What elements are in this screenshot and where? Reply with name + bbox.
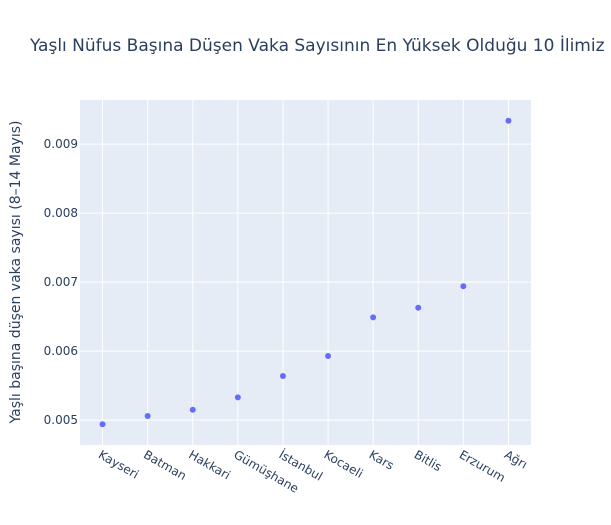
y-tick-label: 0.009 (44, 137, 78, 151)
x-tick-label: Kars (367, 447, 397, 472)
chart-title: Yaşlı Nüfus Başına Düşen Vaka Sayısının … (29, 35, 605, 56)
data-point[interactable] (234, 394, 241, 401)
data-points (99, 117, 512, 428)
y-axis-title: Yaşlı başına düşen vaka sayısı (8–14 May… (8, 121, 24, 425)
data-point[interactable] (370, 314, 377, 321)
plot-area (80, 100, 531, 445)
x-tick-label: Hakkari (186, 447, 233, 482)
data-point[interactable] (279, 373, 286, 379)
data-point[interactable] (415, 304, 422, 311)
x-tick-label: Bitlis (412, 447, 444, 474)
x-tick-label: Ağrı (502, 447, 530, 471)
data-point[interactable] (460, 283, 467, 290)
y-tick-label: 0.005 (44, 413, 78, 427)
x-tick-label: Kayseri (96, 447, 141, 481)
data-point[interactable] (325, 352, 332, 359)
data-point[interactable] (189, 406, 196, 413)
x-tick-label: Batman (141, 447, 189, 483)
x-tick-label: Kocaeli (322, 447, 366, 480)
data-point[interactable] (505, 117, 512, 124)
x-tick-label: Erzurum (457, 447, 508, 484)
y-axis-ticks: 0.005 0.006 0.007 0.008 0.009 (44, 137, 78, 427)
grid-lines (80, 100, 531, 445)
x-axis-ticks: Kayseri BatmanHakkariGümüşhaneİstanbulKoc… (96, 447, 530, 496)
data-point[interactable] (144, 413, 151, 420)
y-tick-label: 0.008 (44, 206, 78, 220)
y-tick-label: 0.007 (44, 275, 78, 289)
y-tick-label: 0.006 (44, 344, 78, 358)
data-point[interactable] (99, 421, 106, 428)
